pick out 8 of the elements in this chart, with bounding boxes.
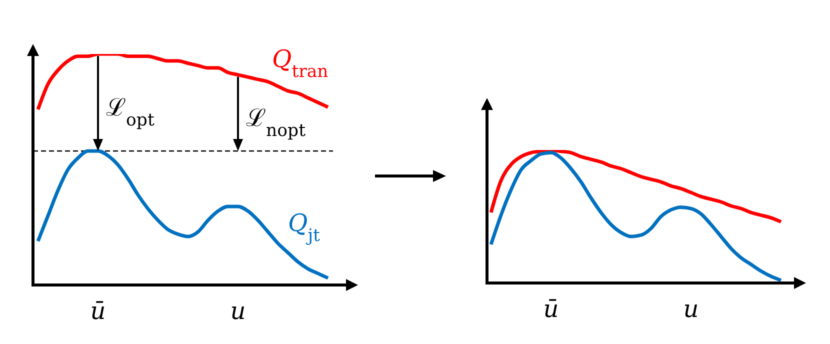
series-label: Q$_{jt}$ — [288, 209, 320, 246]
x-tick-label: ū — [90, 297, 106, 325]
x-tick-label: u — [683, 295, 699, 323]
x-tick-label: u — [230, 297, 246, 325]
x-tick-label: ū — [543, 295, 559, 323]
annotation: ℒ$_{opt}$ — [106, 94, 154, 131]
series-label: Q$_{tran}$ — [272, 45, 328, 82]
annotation: ℒ$_{nopt}$ — [246, 104, 306, 141]
